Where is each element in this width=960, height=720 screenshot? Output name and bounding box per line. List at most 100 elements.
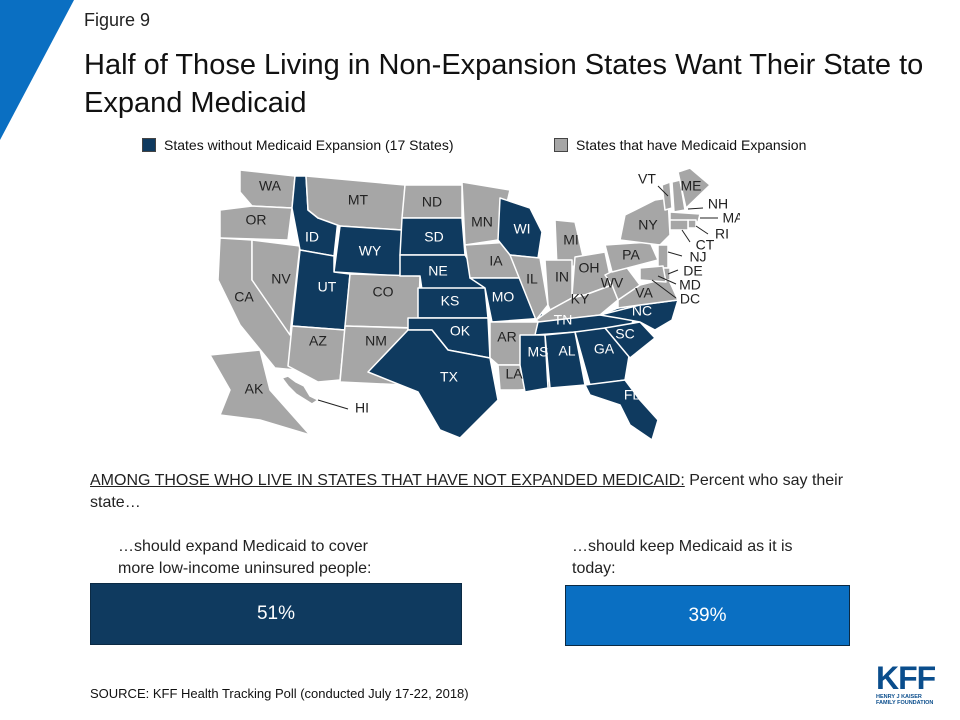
state-label-md: MD <box>679 277 701 293</box>
legend-label-non-expansion: States without Medicaid Expansion (17 St… <box>164 137 454 153</box>
legend-swatch-non-expansion <box>142 138 156 152</box>
state-label-la: LA <box>505 366 523 382</box>
bar-label-expand: …should expand Medicaid to cover more lo… <box>118 536 371 580</box>
state-label-ny: NY <box>638 217 658 233</box>
leader-line-nh <box>687 207 704 210</box>
state-ri <box>687 219 697 229</box>
state-az <box>287 325 346 383</box>
state-label-mn: MN <box>471 214 493 230</box>
state-label-in: IN <box>555 269 569 285</box>
state-label-ia: IA <box>489 253 503 269</box>
logo-main: KFF <box>876 660 936 696</box>
bar-label-expand-line2: more low-income uninsured people: <box>118 560 372 577</box>
state-label-ca: CA <box>234 289 254 305</box>
state-label-ar: AR <box>497 329 516 345</box>
state-label-sc: SC <box>615 326 634 342</box>
state-label-pa: PA <box>622 247 640 263</box>
state-label-tx: TX <box>440 369 459 385</box>
question-text: AMONG THOSE WHO LIVE IN STATES THAT HAVE… <box>90 470 880 514</box>
legend-label-expansion: States that have Medicaid Expansion <box>576 137 807 153</box>
state-tx <box>367 329 499 439</box>
state-label-nd: ND <box>422 194 442 210</box>
state-label-dc: DC <box>680 291 700 307</box>
state-label-ok: OK <box>450 323 471 339</box>
state-label-de: DE <box>683 263 702 279</box>
state-label-nm: NM <box>365 333 387 349</box>
state-label-nv: NV <box>271 271 291 287</box>
state-label-wy: WY <box>359 243 382 259</box>
state-label-nc: NC <box>632 303 652 319</box>
state-ak <box>209 349 311 436</box>
state-fl <box>584 379 659 440</box>
leader-line-ri <box>695 225 709 235</box>
state-vt <box>661 181 673 211</box>
bar-expand-value: 51% <box>256 603 296 624</box>
state-il <box>509 254 549 321</box>
page-title: Half of Those Living in Non-Expansion St… <box>84 49 924 119</box>
question-rest: Percent who say their state… <box>90 472 844 511</box>
state-hi <box>281 375 319 405</box>
state-label-ma: MA <box>723 210 741 226</box>
state-ct <box>669 219 689 231</box>
state-label-ut: UT <box>318 279 337 295</box>
state-label-ks: KS <box>441 293 460 309</box>
state-label-mo: MO <box>492 289 515 305</box>
state-ny <box>619 197 671 246</box>
state-label-mi: MI <box>563 232 579 248</box>
state-label-al: AL <box>558 343 575 359</box>
state-label-hi: HI <box>355 400 369 416</box>
state-sc <box>604 321 656 359</box>
leader-line-hi <box>317 399 349 410</box>
state-label-nh: NH <box>708 196 728 212</box>
corner-accent <box>0 0 74 140</box>
state-label-ga: GA <box>594 341 615 357</box>
state-label-ne: NE <box>428 263 447 279</box>
state-label-wa: WA <box>259 178 282 194</box>
state-nv <box>251 239 301 336</box>
leader-line-de <box>667 269 679 275</box>
leader-line-md <box>657 275 677 285</box>
us-map: WA OR CA NV ID MT WY UT CO AZ NM ND SD NE KS OK TX MN IA MO… <box>209 167 741 440</box>
leader-line-vt <box>657 185 669 197</box>
bar-keep-value: 39% <box>688 604 727 626</box>
kff-logo: KFF HENRY J KAISER FAMILY FOUNDATION <box>876 662 942 706</box>
state-label-co: CO <box>373 284 394 300</box>
state-me <box>677 167 711 209</box>
state-label-va: VA <box>635 285 653 301</box>
state-label-or: OR <box>246 212 267 228</box>
source-note: SOURCE: KFF Health Tracking Poll (conduc… <box>90 686 469 701</box>
state-label-tn: TN <box>554 312 573 328</box>
leader-line-nj <box>667 251 683 257</box>
legend-non-expansion: States without Medicaid Expansion (17 St… <box>142 137 454 153</box>
legend-swatch-expansion <box>554 138 568 152</box>
state-label-mt: MT <box>348 192 369 208</box>
state-label-ct: CT <box>696 237 715 253</box>
state-label-ms: MS <box>528 344 549 360</box>
state-label-me: ME <box>681 178 702 194</box>
state-label-sd: SD <box>424 229 443 245</box>
state-label-vt: VT <box>638 171 656 187</box>
bar-keep: 39% <box>565 585 850 646</box>
state-or <box>219 205 293 241</box>
state-label-oh: OH <box>579 260 600 276</box>
state-label-wv: WV <box>601 275 624 291</box>
logo-sub-1: HENRY J KAISER <box>876 694 922 700</box>
legend-expansion: States that have Medicaid Expansion <box>554 137 806 153</box>
state-label-wi: WI <box>513 221 530 237</box>
state-label-id: ID <box>305 229 319 245</box>
state-label-fl: FL <box>624 387 641 403</box>
bar-label-expand-line1: …should expand Medicaid to cover <box>118 538 368 555</box>
state-label-ak: AK <box>245 381 264 397</box>
bar-label-keep-line2: today: <box>572 560 616 577</box>
question-heading: AMONG THOSE WHO LIVE IN STATES THAT HAVE… <box>90 472 685 489</box>
state-label-az: AZ <box>309 333 327 349</box>
bar-label-keep-line1: …should keep Medicaid as it is <box>572 538 793 555</box>
state-label-il: IL <box>526 271 538 287</box>
state-label-nj: NJ <box>689 249 706 265</box>
leader-line-ct <box>681 229 691 243</box>
bar-label-keep: …should keep Medicaid as it is today: <box>572 536 793 580</box>
state-label-ky: KY <box>571 291 590 307</box>
bar-expand: 51% <box>90 583 462 645</box>
state-ms <box>519 334 549 393</box>
state-nh <box>671 179 686 213</box>
